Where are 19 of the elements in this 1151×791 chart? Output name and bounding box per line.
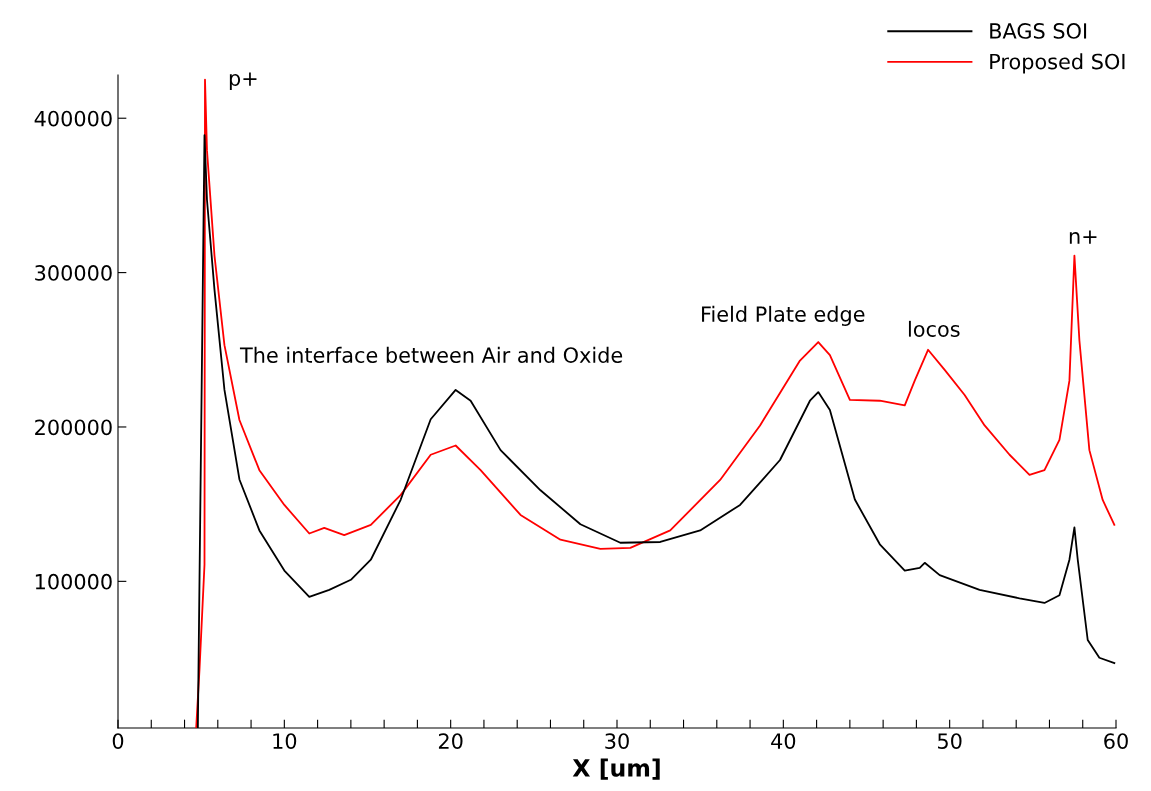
legend-label: Proposed SOI	[990, 53, 1125, 74]
legend-label: BAGS SOI	[990, 23, 1087, 39]
annotation: n+	[1069, 230, 1097, 244]
y-tick-label: 200000	[35, 419, 112, 436]
x-tick-label: 40	[771, 733, 796, 749]
y-tick-label: 300000	[35, 265, 112, 281]
x-tick-label: 30	[605, 733, 629, 749]
x-axis-title: X [um]	[572, 758, 660, 780]
x-tick-label: 60	[1104, 733, 1128, 749]
x-tick-label: 10	[273, 733, 297, 749]
annotation: Field Plate edge	[702, 305, 865, 326]
x-tick-label: 0	[112, 733, 124, 749]
x-tick-label: 20	[438, 733, 463, 749]
annotation: p+	[229, 72, 257, 90]
y-tick-label: 100000	[35, 573, 112, 590]
y-tick-label: 400000	[34, 110, 112, 127]
annotation: locos	[908, 320, 960, 337]
x-tick-label: 50	[938, 733, 962, 749]
annotation: The interface between Air and Oxide	[239, 346, 623, 363]
